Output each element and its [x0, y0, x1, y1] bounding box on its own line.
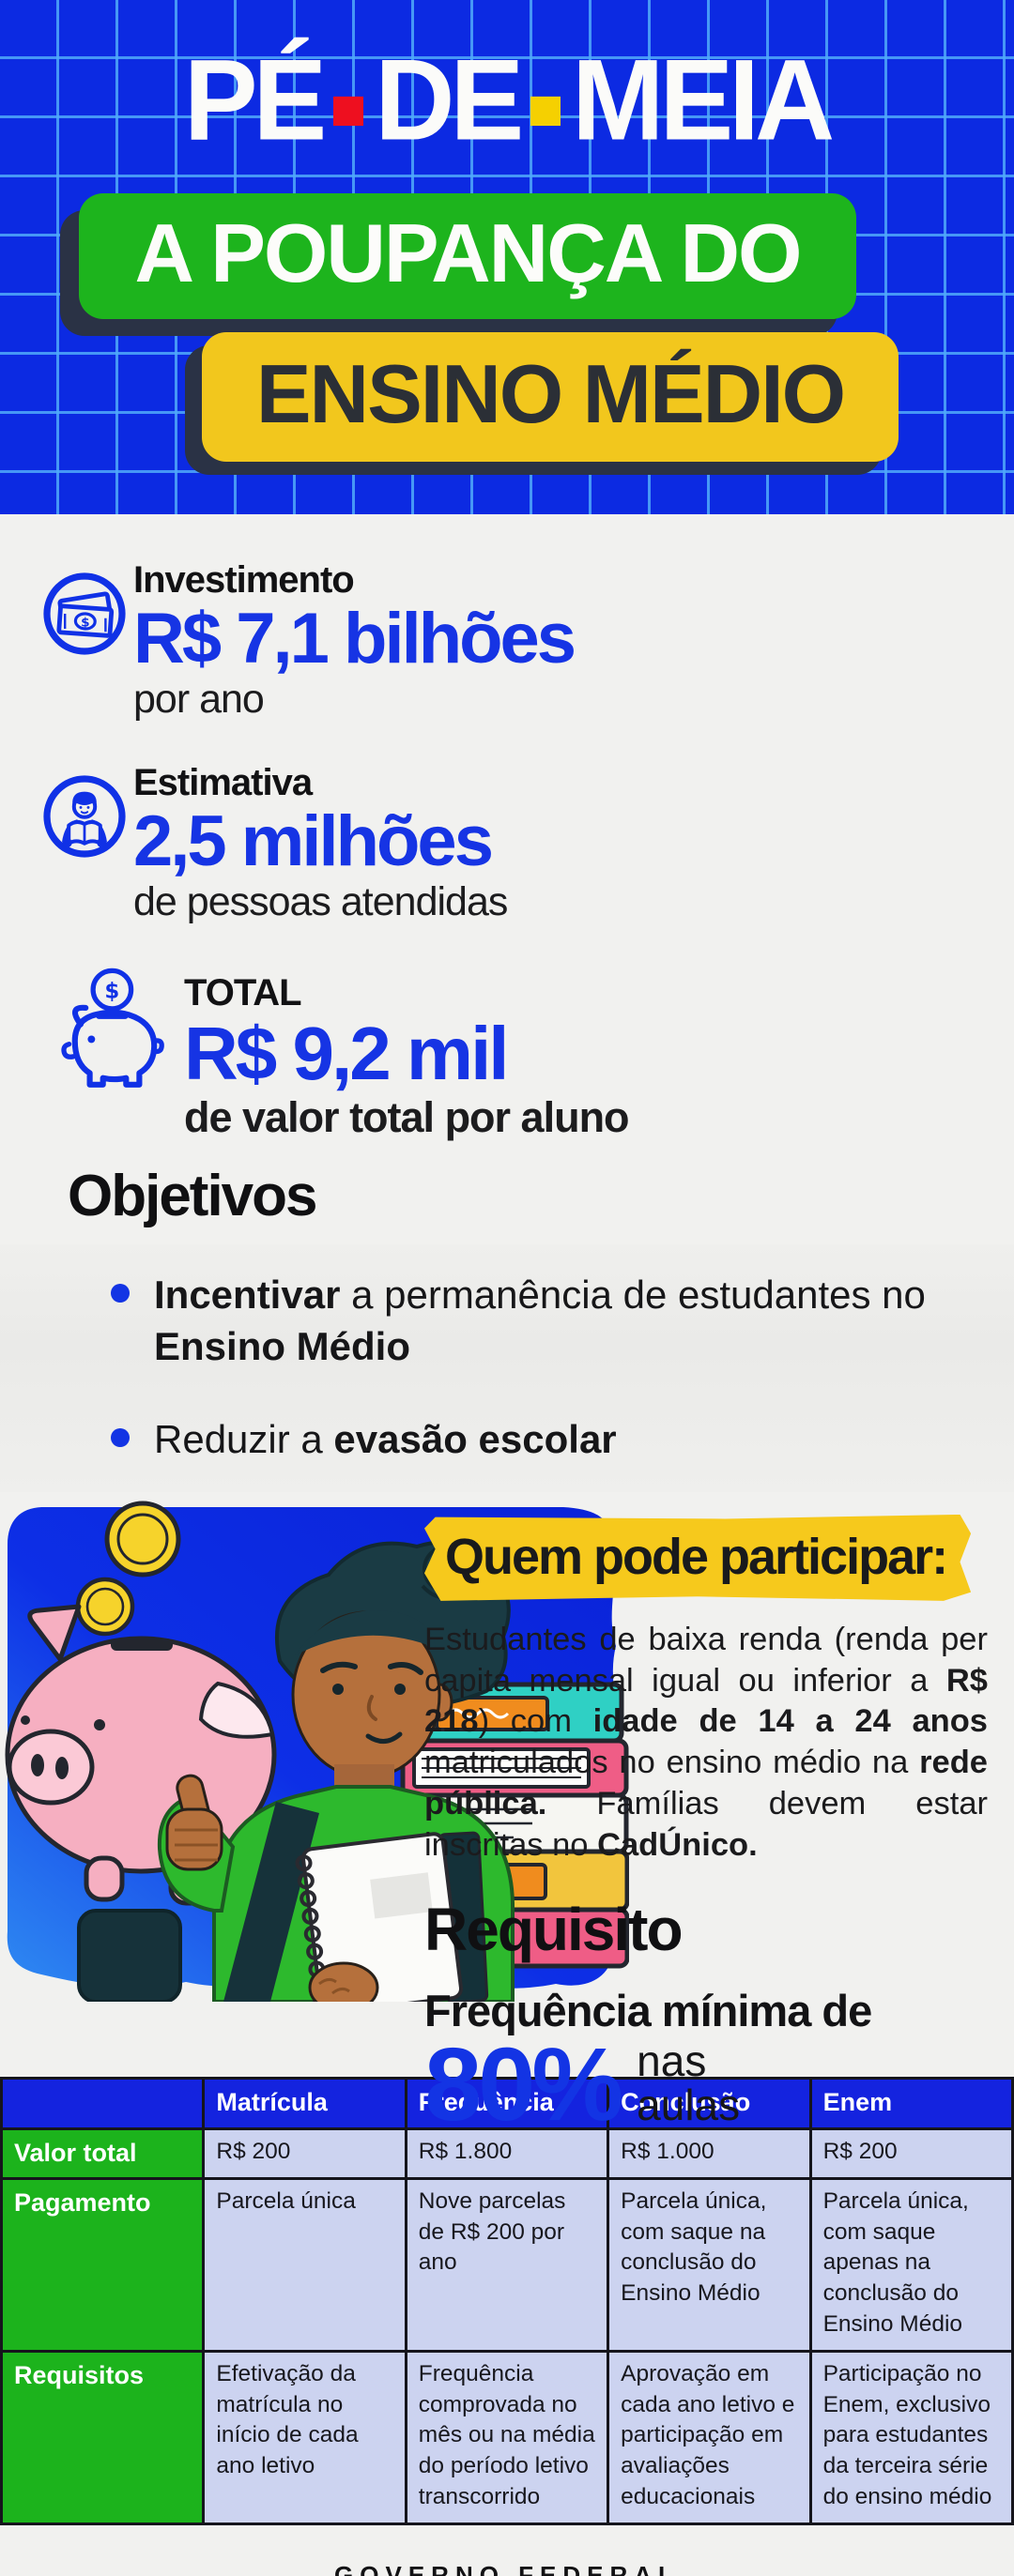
stat-sub: de pessoas atendidas [133, 879, 508, 925]
table-cell: Frequência comprovada no mês ou na média… [404, 2349, 610, 2525]
column-header: Matrícula [202, 2076, 407, 2130]
table-cell: Parcela única, com saque apenas na concl… [808, 2176, 1014, 2353]
row-label: Pagamento [0, 2176, 206, 2353]
subtitle-green-pill: A POUPANÇA DO [78, 193, 857, 319]
footer: GOVERNO FEDERAL [0, 2525, 1014, 2576]
subtitle-yellow-pill: ENSINO MÉDIO [201, 332, 899, 462]
title-word-meia: MEIA [572, 36, 835, 165]
stat-sub: de valor total por aluno [184, 1093, 630, 1142]
table-cell: Participação no Enem, exclusivo para est… [808, 2349, 1014, 2525]
header-banner: PÉ DE MEIA A POUPANÇA DO ENSINO MÉDIO [0, 0, 1014, 514]
table-cell: Efetivação da matrícula no início de cad… [202, 2349, 407, 2525]
stat-value: 2,5 milhões [133, 801, 494, 882]
percent-value: 80% [424, 2026, 623, 2142]
participation-card: Quem pode participar: Estudantes de baix… [0, 1500, 1014, 2136]
row-label: Requisitos [0, 2349, 206, 2525]
stat-estimativa: Estimativa 2,5 milhões de pessoas atendi… [0, 762, 1014, 923]
table-cell: R$ 1.000 [607, 2126, 812, 2180]
table-cell: Parcela única [202, 2176, 407, 2353]
student-figure [77, 1540, 515, 2002]
row-label: Valor total [0, 2126, 206, 2180]
stat-label: TOTAL [184, 972, 302, 1014]
objective-text: Incentivar a permanência de estudantes n… [154, 1272, 926, 1368]
stat-total: $ TOTAL R$ 9,2 mil de valor total por al… [0, 968, 1014, 1142]
objective-item: Incentivar a permanência de estudantes n… [111, 1269, 958, 1373]
participation-text: Quem pode participar: Estudantes de baix… [424, 1514, 1003, 2142]
table-corner-cell [0, 2076, 206, 2130]
yellow-square-separator [530, 96, 561, 126]
table-header-row: Matrícula Frequência Conclusão Enem [0, 2076, 1014, 2130]
table-row: Requisitos Efetivação da matrícula no iní… [0, 2349, 1014, 2525]
requirement-line: Frequência mínima de [424, 1985, 872, 2035]
title-word-pe: PÉ [183, 36, 327, 165]
objectives-list: Incentivar a permanência de estudantes n… [0, 1243, 1014, 1492]
table-cell: R$ 200 [808, 2126, 1014, 2180]
table-cell: Nove parcelas de R$ 200 por ano [404, 2176, 610, 2353]
piggy-bank-icon: $ [53, 965, 177, 1105]
table-cell: Parcela única, com saque na conclusão do… [607, 2176, 812, 2353]
table-cell: R$ 200 [202, 2126, 407, 2180]
student-piggybank-illustration [5, 1501, 629, 2002]
objective-item: Reduzir a evasão escolar [111, 1413, 958, 1465]
objectives-heading: Objetivos [68, 1163, 318, 1228]
participation-paragraph: Estudantes de baixa renda (renda per cap… [424, 1621, 988, 1863]
column-header: Enem [808, 2076, 1014, 2130]
benefits-table: Matrícula Frequência Conclusão Enem Valor to… [0, 2076, 1014, 2525]
stat-sub: por ano [133, 677, 265, 722]
participation-title: Quem pode participar: [424, 1514, 972, 1601]
table-row: Pagamento Parcela única Nove parcelas de R… [0, 2176, 1014, 2353]
percent-sub: nas aulas [637, 2035, 741, 2130]
stat-label: Investimento [133, 559, 355, 601]
stats-section: $ Investimento R$ 7,1 bilhões por ano [0, 514, 1014, 1140]
objectives-section: Objetivos Incentivar a permanência de es… [0, 1163, 1014, 1492]
governo-federal-label: GOVERNO FEDERAL [334, 2560, 680, 2576]
student-reading-icon [39, 771, 130, 861]
column-header: Frequência [404, 2076, 610, 2130]
bullet-dot-icon [111, 1283, 130, 1303]
red-square-separator [333, 96, 364, 126]
stat-label: Estimativa [133, 762, 313, 804]
page-title: PÉ DE MEIA [0, 43, 1014, 159]
benefits-table-section: Matrícula Frequência Conclusão Enem Valor to… [0, 2076, 1014, 2525]
stat-value: R$ 7,1 bilhões [133, 599, 576, 678]
money-banknotes-icon: $ [39, 569, 130, 659]
table-cell: R$ 1.800 [404, 2126, 610, 2180]
table-row: Valor total R$ 200 R$ 1.800 R$ 1.000 R$ 200 [0, 2126, 1014, 2180]
svg-text:$: $ [81, 616, 89, 631]
attendance-requirement: 80% nas aulas [424, 2026, 1003, 2142]
table-cell: Aprovação em cada ano letivo e participa… [607, 2349, 812, 2525]
objective-text: Reduzir a evasão escolar [154, 1417, 617, 1462]
requirement-heading: Requisito [424, 1895, 684, 1963]
stat-value: R$ 9,2 mil [184, 1012, 510, 1096]
stat-investimento: $ Investimento R$ 7,1 bilhões por ano [0, 559, 1014, 721]
svg-text:$: $ [104, 980, 119, 1004]
title-word-de: DE [375, 36, 524, 165]
bullet-dot-icon [111, 1428, 130, 1448]
column-header: Conclusão [607, 2076, 812, 2130]
